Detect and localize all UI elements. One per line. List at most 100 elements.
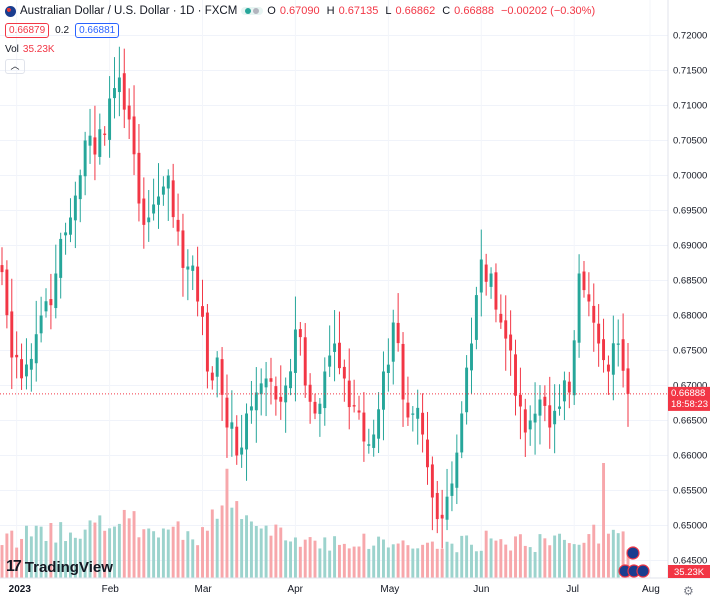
volume-bar xyxy=(523,545,527,578)
volume-bar xyxy=(328,550,332,578)
volume-bar xyxy=(489,538,493,578)
candle-body xyxy=(337,342,341,369)
symbol-title[interactable]: Australian Dollar / U.S. Dollar · 1D · F… xyxy=(20,5,238,17)
candle-body xyxy=(333,343,337,352)
close-value: 0.66888 xyxy=(454,5,494,17)
volume-bar xyxy=(611,529,615,578)
volume-bar xyxy=(98,515,102,578)
candle-body xyxy=(54,273,58,309)
candle-body xyxy=(597,323,601,344)
volume-bar xyxy=(450,543,454,578)
last-price-text: 0.66888 xyxy=(671,388,705,399)
candle-body xyxy=(24,364,28,377)
candle-body xyxy=(34,334,38,364)
volume-bar xyxy=(430,541,434,578)
volume-bar xyxy=(538,534,542,578)
volume-bar xyxy=(117,523,121,578)
event-flags[interactable] xyxy=(618,546,650,578)
volume-bar xyxy=(504,544,508,578)
time-tick-label: Feb xyxy=(102,584,120,595)
candle-body xyxy=(254,392,258,411)
open-label: O xyxy=(267,5,276,17)
chevron-up-icon[interactable]: ︿ xyxy=(5,59,25,74)
volume-bar xyxy=(626,549,630,578)
candle-body xyxy=(484,264,488,282)
change-value: −0.00202 (−0.30%) xyxy=(500,5,596,17)
price-tick-label: 0.72000 xyxy=(673,31,707,42)
volume-bar xyxy=(264,525,268,578)
candle-body xyxy=(230,422,234,429)
candle-body xyxy=(567,381,571,393)
price-tick-label: 0.65500 xyxy=(673,486,707,497)
time-tick-label: Jul xyxy=(566,584,579,595)
candle-body xyxy=(93,137,97,155)
market-status-badge[interactable] xyxy=(241,7,264,15)
volume-bar xyxy=(616,533,620,578)
volume-bar xyxy=(0,545,4,578)
volume-bar xyxy=(279,527,283,578)
volume-bar xyxy=(147,528,151,578)
candle-body xyxy=(176,219,180,232)
time-tick-label: Mar xyxy=(195,584,213,595)
volume-bar xyxy=(240,519,244,578)
candle-body xyxy=(553,410,557,425)
candle-body xyxy=(562,380,566,402)
volume-bar xyxy=(577,544,581,578)
volume-bar xyxy=(20,538,24,578)
volume-bar xyxy=(132,511,136,578)
volume-bar xyxy=(201,527,204,578)
time-axis[interactable]: 2023 Feb Mar Apr May Jun Jul Aug xyxy=(9,584,660,595)
candle-body xyxy=(303,337,307,386)
volume-bar xyxy=(494,540,498,578)
price-axis[interactable]: 0.64500 0.65000 0.65500 0.66000 0.66500 0.670… xyxy=(673,31,707,567)
candle-body xyxy=(328,355,332,367)
candle-body xyxy=(122,73,126,110)
gear-icon[interactable]: ⚙ xyxy=(683,584,694,598)
volume-bar xyxy=(333,536,337,578)
volume-bar xyxy=(157,537,160,578)
candle-body xyxy=(533,413,537,423)
price-tick-label: 0.67000 xyxy=(673,381,707,392)
volume-bar xyxy=(186,531,190,578)
volume-bar xyxy=(29,536,33,578)
candle-body xyxy=(279,396,283,402)
volume-bar xyxy=(44,540,48,578)
candle-body xyxy=(220,359,224,395)
event-flag-icon[interactable] xyxy=(636,564,650,578)
open-value: 0.67090 xyxy=(279,5,320,17)
volume-bar xyxy=(592,524,596,578)
volume-bar xyxy=(435,548,439,578)
candle-body xyxy=(372,434,376,448)
buy-price-button[interactable]: 0.66881 xyxy=(75,23,120,38)
volume-bar xyxy=(210,509,214,578)
volume-bar xyxy=(421,544,425,578)
volume-bar xyxy=(39,526,43,578)
candle-body xyxy=(499,313,503,323)
volume-bar xyxy=(391,544,395,578)
volume-bar xyxy=(161,528,165,578)
volume-bar xyxy=(426,542,429,578)
volume-bar xyxy=(205,530,209,578)
candle-body xyxy=(15,354,19,358)
candle-body xyxy=(132,116,136,155)
candle-body xyxy=(44,301,48,312)
candle-body xyxy=(49,299,53,306)
candle-body xyxy=(494,272,498,310)
candle-body xyxy=(215,357,219,377)
volume-bar xyxy=(455,552,459,578)
candle-body xyxy=(181,230,185,268)
candle-body xyxy=(465,367,469,413)
volume-bar xyxy=(274,524,278,578)
event-flag-icon[interactable] xyxy=(626,546,640,560)
volume-bar xyxy=(230,507,234,578)
sell-price-button[interactable]: 0.66879 xyxy=(5,23,50,38)
candle-body xyxy=(445,496,449,520)
candle-body xyxy=(59,238,63,278)
volume-bar xyxy=(259,528,263,578)
volume-bar xyxy=(357,546,361,578)
tradingview-logo[interactable]: 17 TradingView xyxy=(6,558,113,576)
volume-label: Vol xyxy=(5,44,19,55)
currency-flag-icon xyxy=(5,5,16,17)
candle-body xyxy=(367,444,371,446)
